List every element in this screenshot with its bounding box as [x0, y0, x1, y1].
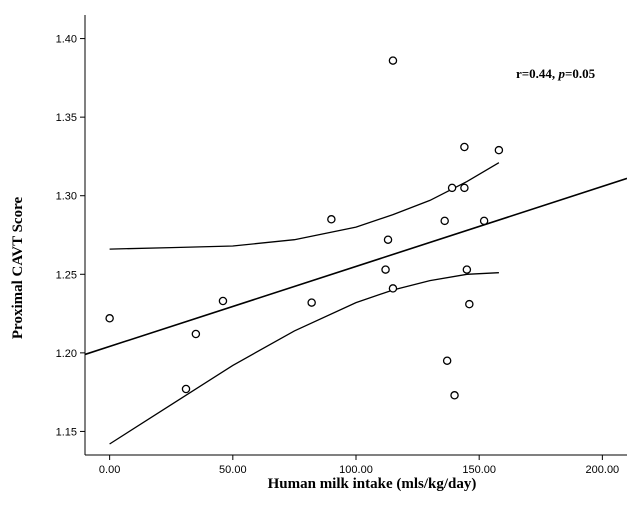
y-tick-label: 1.35 — [56, 112, 77, 124]
x-tick-label: 100.00 — [339, 464, 373, 476]
y-tick-label: 1.20 — [56, 348, 77, 360]
y-axis-title: Proximal CAVT Score — [10, 197, 26, 340]
annotation-prefix: r=0.44, — [516, 66, 558, 81]
x-tick-label: 150.00 — [462, 464, 496, 476]
annotation-suffix: =0.05 — [565, 66, 596, 81]
x-tick-label: 50.00 — [219, 464, 247, 476]
y-tick-label: 1.40 — [56, 34, 77, 46]
data-point — [218, 296, 228, 306]
data-point — [105, 314, 114, 323]
data-point — [440, 216, 449, 226]
data-point — [479, 216, 489, 226]
data-point — [327, 215, 336, 224]
data-point — [447, 183, 457, 193]
data-point — [307, 298, 316, 307]
data-point — [460, 183, 469, 193]
y-tick-label: 1.30 — [56, 191, 77, 203]
data-point — [383, 235, 393, 244]
regression-line — [84, 177, 627, 356]
axes-group — [84, 15, 627, 456]
data-point — [460, 142, 469, 152]
data-point — [181, 384, 191, 394]
data-point — [450, 391, 459, 400]
data-point — [462, 265, 472, 274]
y-tick-label: 1.25 — [56, 269, 77, 281]
data-point — [381, 265, 390, 274]
data-point — [191, 329, 201, 339]
data-point — [442, 356, 452, 365]
ci-upper-curve — [109, 162, 500, 250]
data-point — [494, 145, 504, 155]
y-ticks: 1.15 1.20 1.25 1.30 1.35 1.40 — [56, 34, 85, 438]
y-tick-label: 1.15 — [56, 426, 77, 438]
ci-lower-curve — [109, 272, 499, 445]
correlation-annotation: r=0.44, p=0.05 — [516, 66, 596, 81]
data-point — [388, 56, 398, 65]
annotation-p-symbol: p — [557, 66, 565, 81]
x-tick-label: 0.00 — [99, 464, 120, 476]
plot-area — [84, 56, 627, 445]
data-point — [465, 299, 474, 309]
data-point — [388, 284, 398, 293]
x-tick-label: 200.00 — [586, 464, 620, 476]
x-axis-title: Human milk intake (mls/kg/day) — [268, 476, 477, 492]
x-ticks: 0.00 50.00 100.00 150.00 200.00 — [99, 455, 619, 476]
